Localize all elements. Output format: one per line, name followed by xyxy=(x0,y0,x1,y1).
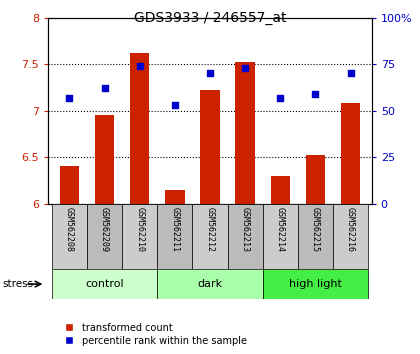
Bar xyxy=(165,190,184,204)
Bar xyxy=(236,62,255,204)
Bar xyxy=(298,204,333,269)
Text: GSM562209: GSM562209 xyxy=(100,207,109,252)
Bar xyxy=(333,204,368,269)
Text: GSM562213: GSM562213 xyxy=(241,207,249,252)
Bar xyxy=(157,269,263,299)
Bar xyxy=(130,53,150,204)
Bar xyxy=(263,204,298,269)
Bar xyxy=(157,204,192,269)
Text: GSM562208: GSM562208 xyxy=(65,207,74,252)
Point xyxy=(312,91,319,97)
Bar xyxy=(200,90,220,204)
Bar xyxy=(60,166,79,204)
Text: GSM562214: GSM562214 xyxy=(276,207,285,252)
Text: GSM562211: GSM562211 xyxy=(171,207,179,252)
Bar xyxy=(263,269,368,299)
Point xyxy=(207,70,213,76)
Text: control: control xyxy=(85,279,124,289)
Bar xyxy=(95,115,114,204)
Text: GSM562210: GSM562210 xyxy=(135,207,144,252)
Text: GSM562215: GSM562215 xyxy=(311,207,320,252)
Point xyxy=(171,102,178,108)
Point xyxy=(242,65,249,71)
Bar xyxy=(228,204,263,269)
Bar xyxy=(122,204,157,269)
Point xyxy=(136,63,143,69)
Text: GSM562212: GSM562212 xyxy=(205,207,215,252)
Bar xyxy=(87,204,122,269)
Point xyxy=(277,95,284,101)
Bar xyxy=(306,155,325,204)
Bar xyxy=(192,204,228,269)
Text: GSM562216: GSM562216 xyxy=(346,207,355,252)
Point xyxy=(347,70,354,76)
Point xyxy=(101,85,108,91)
Point xyxy=(66,95,73,101)
Text: stress: stress xyxy=(2,279,33,289)
Bar xyxy=(341,103,360,204)
Bar xyxy=(52,204,87,269)
Bar xyxy=(52,269,157,299)
Legend: transformed count, percentile rank within the sample: transformed count, percentile rank withi… xyxy=(60,323,247,346)
Bar xyxy=(270,176,290,204)
Text: dark: dark xyxy=(197,279,223,289)
Text: high light: high light xyxy=(289,279,342,289)
Text: GDS3933 / 246557_at: GDS3933 / 246557_at xyxy=(134,11,286,25)
